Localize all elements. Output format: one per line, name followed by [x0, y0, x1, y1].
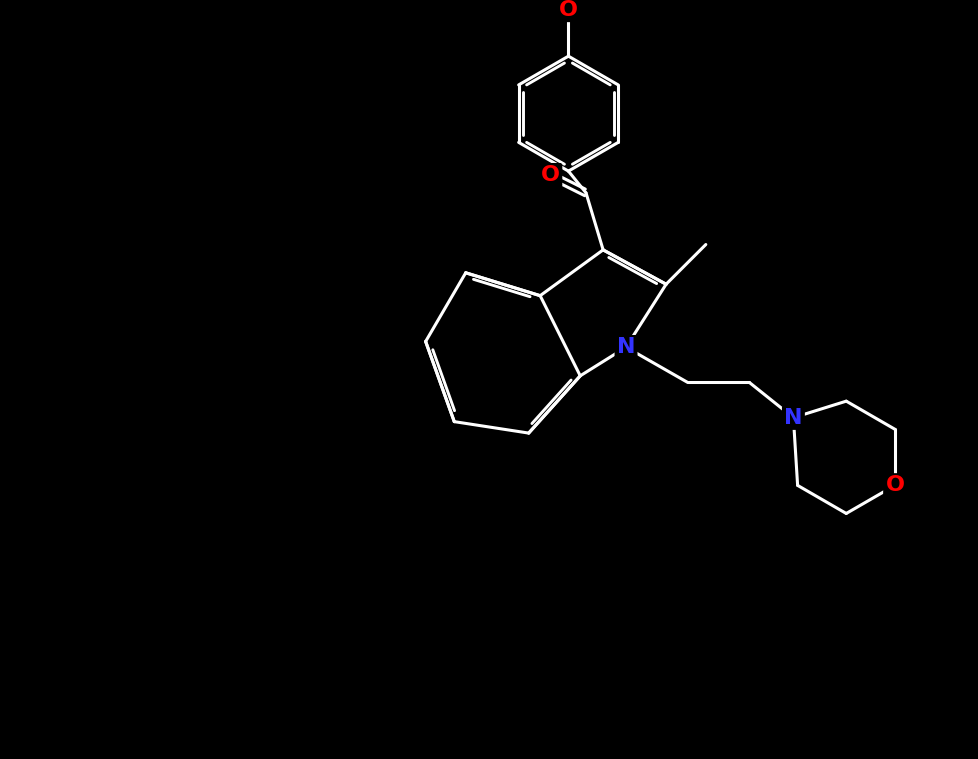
Text: O: O — [558, 0, 577, 20]
Text: O: O — [541, 165, 559, 185]
Text: N: N — [783, 408, 802, 427]
Text: O: O — [884, 475, 904, 496]
Text: N: N — [616, 337, 635, 357]
